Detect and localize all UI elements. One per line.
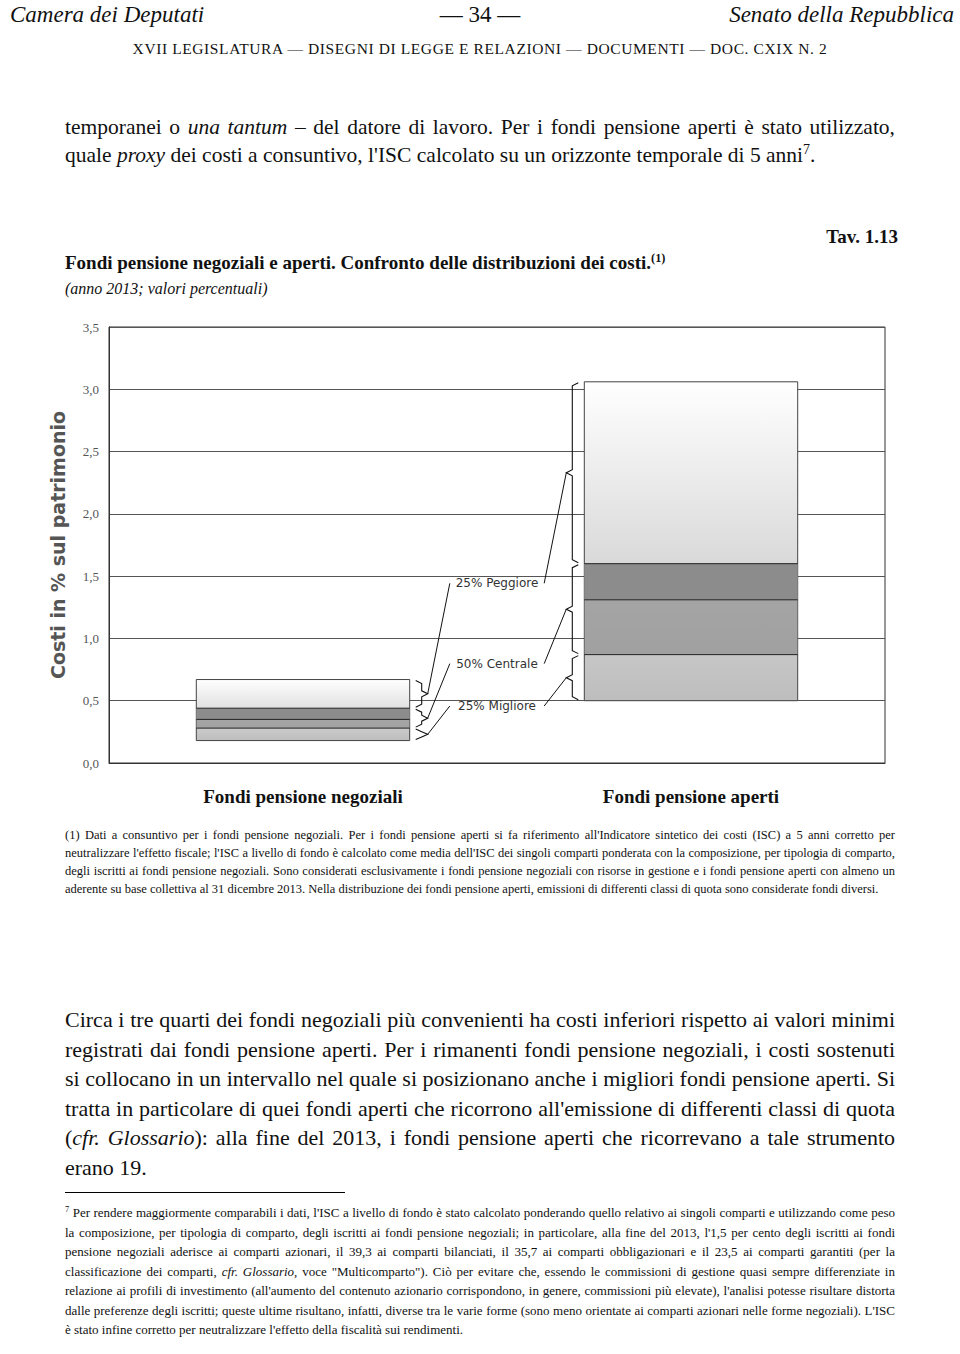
html-text:XVII LEGISLATURA — DISEGNI DI: XVII LEGISLATURA — DISEGNI DI LEGGE E RE… [132, 40, 828, 57]
svg-text:1,0: 1,0 [83, 631, 99, 646]
svg-text:3,5: 3,5 [83, 320, 99, 335]
html-text:Fondi pensione negoziali e ape: Fondi pensione negoziali e aperti. Confr… [65, 250, 666, 273]
html-text:(anno 2013; valori percentuali: (anno 2013; valori percentuali) [65, 280, 268, 297]
html-text:Camera dei Deputati: Camera dei Deputati [10, 2, 205, 27]
svg-text:Fondi pensione negoziali: Fondi pensione negoziali [203, 786, 403, 807]
html-text:Circa i tre quarti dei fondi n: Circa i tre quarti dei fondi negoziali p… [65, 1007, 895, 1180]
html-text:7Per rendere maggiormente comp: 7Per rendere maggiormente comparabili i … [65, 1203, 895, 1337]
svg-text:3,0: 3,0 [83, 382, 99, 397]
svg-text:Fondi pensione aperti: Fondi pensione aperti [603, 786, 779, 807]
svg-text:25% Migliore: 25% Migliore [458, 699, 536, 713]
svg-text:Costi in % sul patrimonio: Costi in % sul patrimonio [47, 411, 69, 679]
html-text:(1) Dati a consuntivo per i fo: (1) Dati a consuntivo per i fondi pensio… [65, 828, 895, 896]
html-text:Senato della Repubblica: Senato della Repubblica [729, 2, 954, 27]
svg-text:25% Peggiore: 25% Peggiore [456, 576, 539, 590]
svg-text:0,0: 0,0 [83, 756, 99, 771]
svg-text:2,5: 2,5 [83, 444, 99, 459]
html-text:Tav. 1.13: Tav. 1.13 [826, 226, 898, 247]
svg-text:0,5: 0,5 [83, 693, 99, 708]
svg-text:2,0: 2,0 [83, 506, 99, 521]
html-text:temporanei o una tantum – del: temporanei o una tantum – del datore di … [65, 115, 895, 167]
html-text:— 34 —: — 34 — [439, 2, 521, 27]
svg-text:50% Centrale: 50% Centrale [456, 657, 538, 671]
svg-text:1,5: 1,5 [83, 569, 99, 584]
